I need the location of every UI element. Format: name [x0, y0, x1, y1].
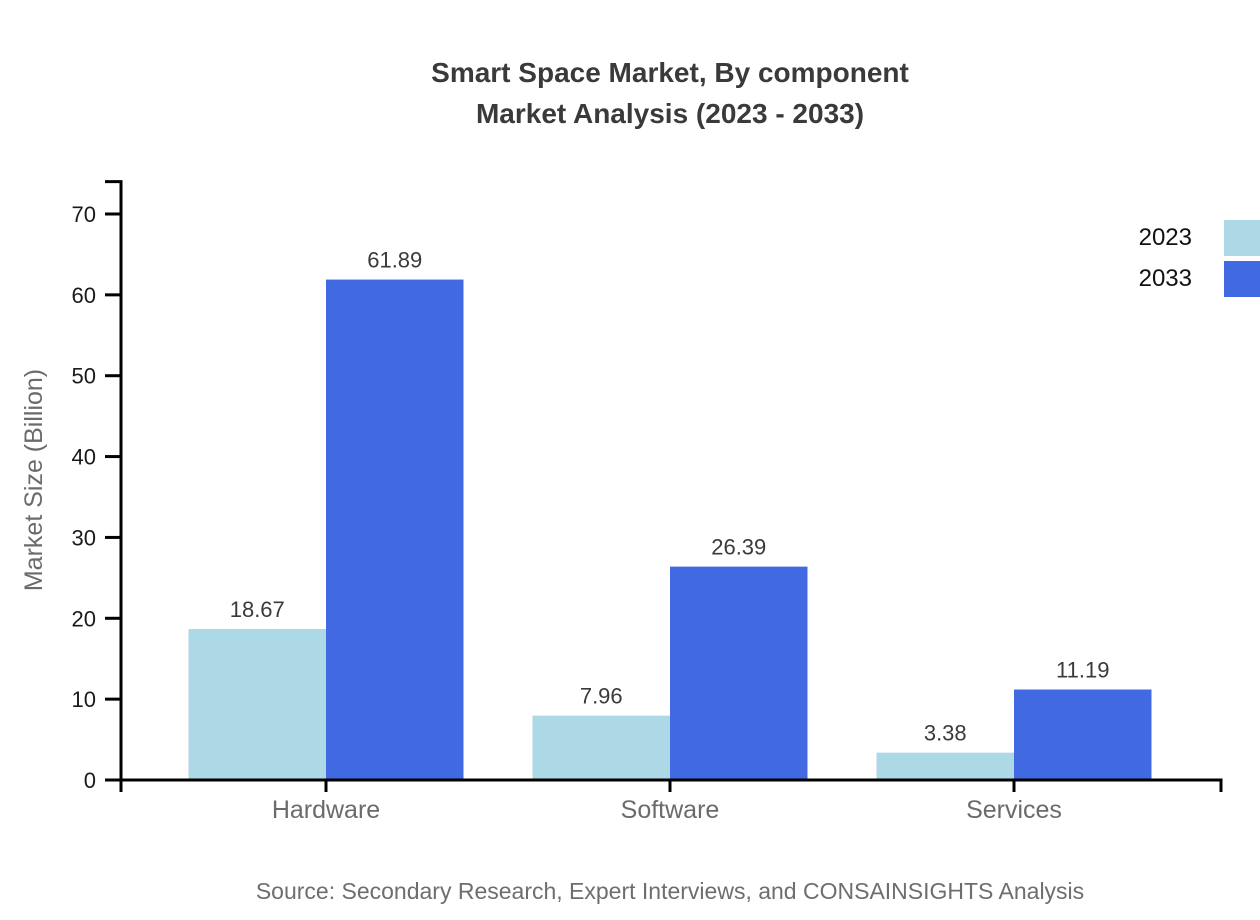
chart-title: Smart Space Market, By component Market …	[80, 52, 1260, 134]
bar-value-label: 26.39	[711, 535, 766, 560]
legend: 2023 2033	[1040, 220, 1260, 297]
bar-software-2033	[670, 566, 808, 780]
bar-value-label: 7.96	[580, 684, 623, 709]
y-axis-tick-label: 40	[72, 445, 96, 470]
bar-services-2023	[876, 752, 1014, 780]
bar-value-label: 18.67	[230, 597, 285, 622]
source-note: Source: Secondary Research, Expert Inter…	[255, 878, 1085, 904]
y-axis-line	[105, 180, 123, 792]
legend-swatch-2023-icon	[1224, 220, 1260, 256]
bar-value-label: 3.38	[924, 721, 967, 746]
x-axis-category-label: Software	[621, 796, 720, 824]
y-axis-tick-label: 0	[84, 768, 96, 793]
chart-title-line2: Market Analysis (2023 - 2033)	[475, 98, 865, 129]
chart-title-line1: Smart Space Market, By component	[431, 57, 909, 88]
x-axis-category-label: Services	[966, 796, 1062, 824]
bar-hardware-2033	[326, 279, 464, 780]
x-axis-category-label: Hardware	[272, 796, 380, 824]
bar-services-2033	[1014, 689, 1152, 780]
y-axis-tick-label: 20	[72, 606, 96, 631]
legend-item-2023: 2023	[1040, 220, 1260, 256]
legend-item-2033: 2033	[1040, 261, 1260, 297]
y-axis-tick-label: 50	[72, 364, 96, 389]
bar-hardware-2023	[188, 629, 326, 780]
legend-label-2033: 2033	[1138, 265, 1192, 292]
bar-value-label: 11.19	[1056, 658, 1109, 683]
y-axis-tick-label: 60	[72, 283, 96, 308]
legend-label-2023: 2023	[1138, 224, 1192, 251]
bar-software-2023	[532, 715, 670, 780]
y-axis-tick-label: 10	[72, 687, 96, 712]
y-axis-tick-label: 30	[72, 525, 96, 550]
legend-swatch-2033-icon	[1224, 261, 1260, 297]
y-axis-tick-label: 70	[72, 202, 96, 227]
x-axis-line	[105, 778, 1223, 792]
bar-value-label: 61.89	[367, 248, 422, 273]
